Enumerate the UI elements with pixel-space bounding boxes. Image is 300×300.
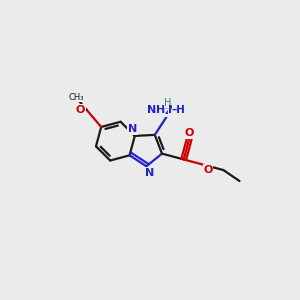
Text: N: N xyxy=(168,105,177,115)
Text: CH₃: CH₃ xyxy=(68,93,84,102)
Text: N: N xyxy=(128,124,137,134)
Text: –H: –H xyxy=(172,105,186,115)
Text: O: O xyxy=(203,165,213,175)
Text: N: N xyxy=(145,168,154,178)
Text: O: O xyxy=(76,105,85,115)
Text: H: H xyxy=(164,98,172,108)
Text: NH: NH xyxy=(153,105,171,115)
Text: $\mathregular{NH_2}$: $\mathregular{NH_2}$ xyxy=(146,103,171,117)
Text: O: O xyxy=(184,128,194,138)
